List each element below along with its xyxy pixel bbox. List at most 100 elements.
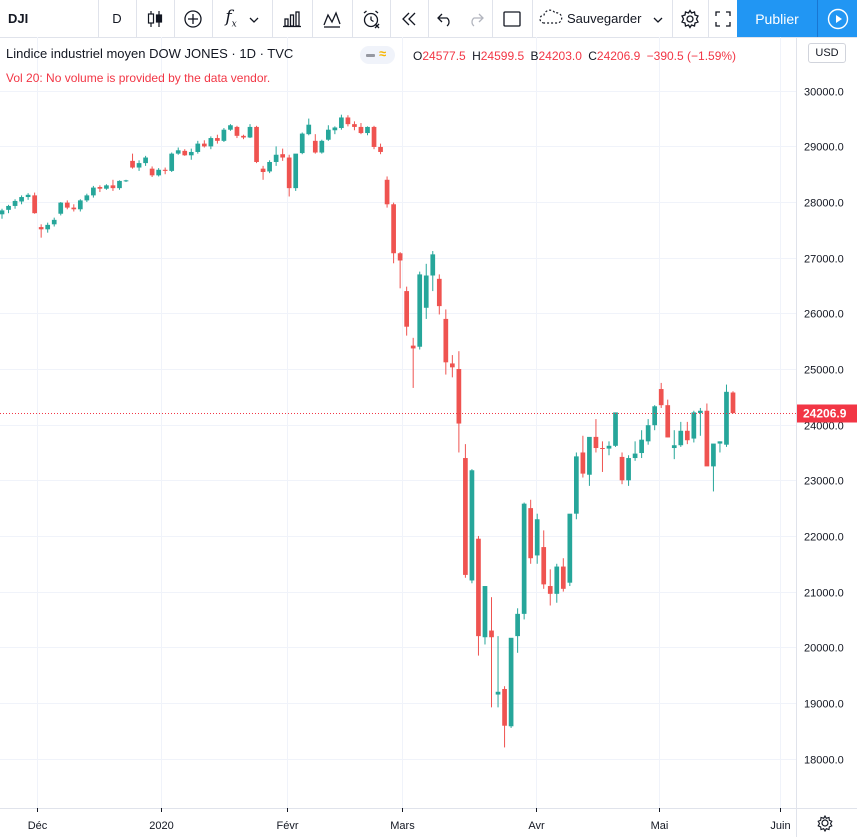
interval-button[interactable]: D — [112, 11, 122, 26]
candle — [97, 185, 103, 193]
candle-body — [25, 194, 31, 198]
redo-icon[interactable] — [461, 0, 491, 37]
candle-body — [345, 117, 351, 125]
play-icon[interactable] — [817, 0, 857, 37]
templates-icon[interactable] — [313, 0, 351, 37]
candle — [45, 222, 51, 233]
fullscreen-icon[interactable] — [709, 0, 737, 37]
candles-layer — [0, 114, 736, 748]
candle-body — [665, 405, 671, 438]
candle-body — [162, 169, 168, 171]
candle — [25, 193, 31, 200]
candle — [613, 412, 618, 447]
candle — [234, 125, 240, 139]
candle-body — [12, 200, 18, 206]
candle — [182, 149, 188, 156]
candle-body — [554, 566, 560, 594]
candle — [430, 251, 436, 292]
candle-body — [684, 430, 690, 441]
toolbar-divider — [272, 0, 273, 37]
save-button[interactable]: Sauvegarder — [533, 0, 671, 37]
candle — [489, 597, 494, 708]
close-label: C — [588, 49, 597, 63]
alert-icon[interactable] — [353, 0, 389, 37]
time-tick-label: Déc — [28, 820, 48, 832]
candle-body — [560, 566, 566, 589]
cloud-icon — [539, 9, 563, 28]
candle — [64, 200, 70, 210]
change-value: −390.5 (−1.59%) — [646, 49, 737, 63]
indicators-button[interactable]: fx — [213, 0, 271, 37]
candle — [339, 114, 344, 130]
candle — [469, 469, 475, 584]
toolbar-divider — [532, 0, 533, 37]
candle — [606, 441, 612, 456]
candle — [567, 513, 573, 587]
candle — [652, 405, 658, 431]
candle-body — [626, 458, 631, 481]
candle-body — [32, 195, 37, 214]
toolbar-divider — [390, 0, 391, 37]
candle — [684, 421, 690, 445]
candle-body — [19, 197, 24, 202]
toolbar-divider — [174, 0, 175, 37]
price-tick-label: 23000.0 — [804, 476, 844, 488]
publish-button[interactable]: Publier — [737, 0, 817, 37]
settings-gear-icon[interactable] — [673, 0, 707, 37]
candle — [515, 608, 520, 653]
financials-icon[interactable] — [273, 0, 311, 37]
price-tick-label: 26000.0 — [804, 309, 844, 321]
candle-body — [502, 688, 507, 726]
candle — [325, 125, 331, 141]
wave-icon: ≈ — [379, 46, 387, 61]
price-tick-label: 18000.0 — [804, 755, 844, 767]
candle — [149, 166, 155, 178]
price-chart[interactable]: 30000.0 29000.0 28000.0 27000.0 26000.0 25000… — [0, 37, 857, 837]
close-value: 24206.9 — [596, 49, 641, 63]
candle — [293, 153, 299, 191]
candle — [221, 128, 227, 142]
candle — [593, 419, 599, 453]
currency-button[interactable]: USD — [808, 43, 846, 63]
candle-body — [358, 126, 364, 134]
candle — [84, 193, 90, 203]
candle — [704, 403, 710, 467]
candle — [463, 444, 468, 578]
legend-toggle[interactable]: ≈ — [360, 46, 395, 64]
time-tick-label: Mai — [651, 820, 669, 832]
candle-body — [221, 129, 227, 141]
candle-body — [423, 275, 429, 308]
candle-body — [306, 124, 312, 135]
candle-body — [234, 126, 240, 136]
high-value: 24599.5 — [480, 49, 525, 63]
candle-body — [312, 140, 318, 153]
candle-body — [319, 140, 325, 153]
symbol-search-button[interactable]: DJI — [8, 11, 29, 26]
candle-body — [293, 153, 299, 189]
minus-icon — [366, 54, 375, 57]
replay-rewind-icon[interactable] — [391, 0, 427, 37]
candle-body — [717, 441, 723, 444]
undo-icon[interactable] — [429, 0, 461, 37]
candle-body — [64, 202, 70, 208]
candle-style-icon[interactable] — [137, 0, 173, 37]
candle-body — [182, 150, 188, 156]
candle-body — [671, 445, 677, 449]
toolbar-divider — [708, 0, 709, 37]
candle-body — [260, 168, 266, 172]
candle — [678, 421, 684, 447]
candle — [378, 143, 383, 155]
candle — [574, 452, 579, 520]
candle — [0, 208, 5, 219]
candle-body — [130, 160, 135, 168]
time-tick-label: 2020 — [149, 820, 173, 832]
candle-body — [45, 224, 51, 230]
candle-body — [0, 210, 5, 215]
chart-grid — [0, 37, 796, 808]
candle-body — [273, 154, 279, 162]
fullscreen-layout-icon[interactable] — [493, 0, 531, 37]
candle-body — [397, 253, 403, 261]
time-axis-settings-icon[interactable] — [817, 814, 833, 833]
candle-body — [195, 143, 201, 152]
compare-add-icon[interactable] — [175, 0, 211, 37]
